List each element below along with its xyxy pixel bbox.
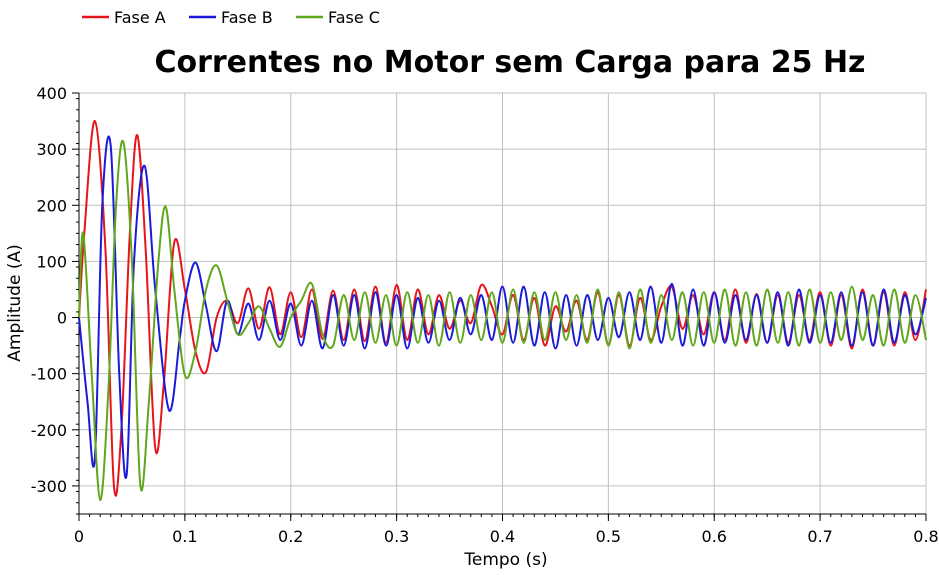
series-line-3 (78, 139, 927, 501)
x-tick-label: 0.3 (384, 527, 409, 546)
x-tick-label: 0 (74, 527, 84, 546)
y-tick-label: 0 (57, 309, 67, 328)
y-tick-label: 200 (36, 196, 67, 215)
series-line-2 (78, 135, 927, 479)
x-tick-label: 0.7 (807, 527, 832, 546)
x-axis-ticks: 0 0.1 0.2 0.3 0.4 0.5 0.6 0.7 0.8 (74, 514, 939, 546)
x-tick-label: 0.6 (702, 527, 727, 546)
series-layer (78, 120, 927, 501)
y-tick-label: 400 (36, 84, 67, 103)
y-tick-label: -200 (31, 421, 67, 440)
y-axis-ticks: 400 300 200 100 0 -100 -200 -300 (31, 84, 79, 515)
y-axis-title: Amplitude (A) (5, 244, 25, 361)
legend: Fase A Fase B Fase C (82, 8, 380, 27)
x-tick-label: 0.1 (172, 527, 197, 546)
x-axis-title: Tempo (s) (463, 550, 547, 570)
x-tick-label: 0.5 (596, 527, 621, 546)
x-tick-label: 0.4 (490, 527, 515, 546)
x-tick-label: 0.2 (278, 527, 303, 546)
y-tick-label: -100 (31, 365, 67, 384)
y-tick-label: 300 (36, 140, 67, 159)
y-tick-label: 100 (36, 252, 67, 271)
y-tick-label: -300 (31, 477, 67, 496)
legend-label-3: Fase C (328, 8, 380, 27)
x-tick-label: 0.8 (913, 527, 938, 546)
legend-label-2: Fase B (221, 8, 273, 27)
grid-lines (78, 92, 927, 514)
chart-title: Correntes no Motor sem Carga para 25 Hz (154, 45, 865, 80)
legend-label-1: Fase A (114, 8, 166, 27)
